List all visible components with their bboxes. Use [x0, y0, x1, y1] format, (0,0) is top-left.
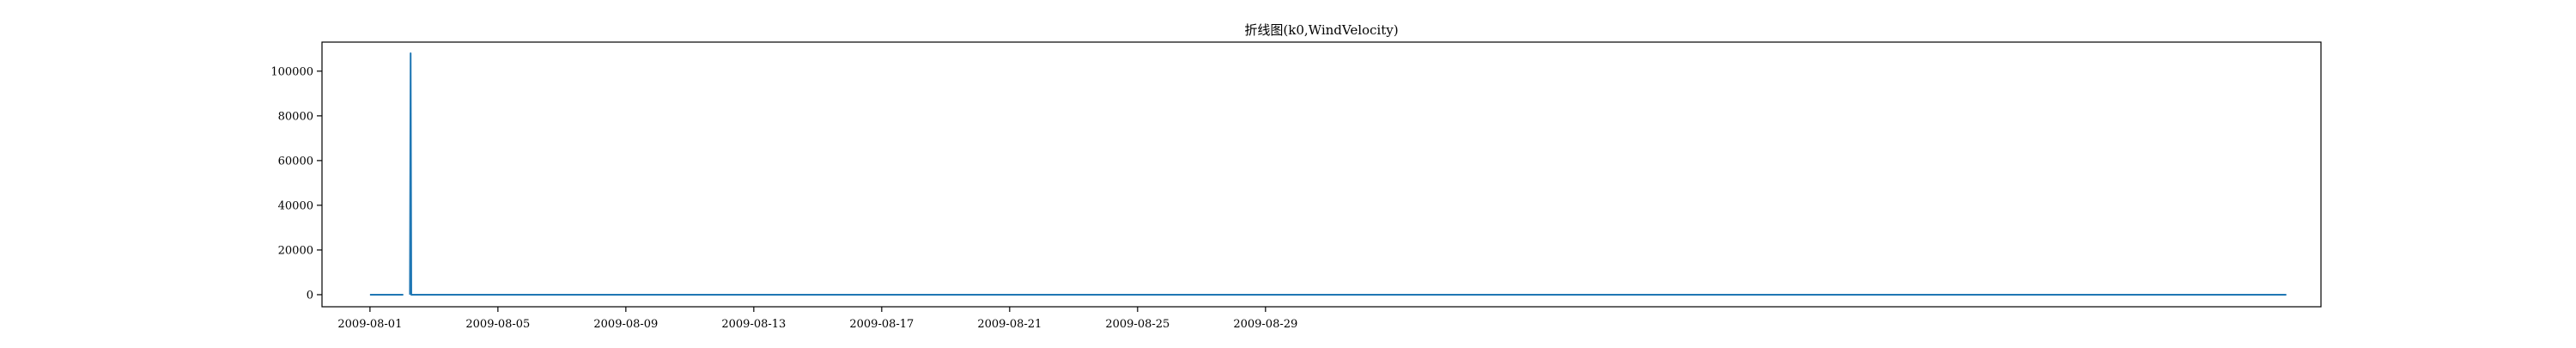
series-layer	[369, 52, 2287, 296]
x-tick-label: 2009-08-25	[1105, 318, 1170, 331]
chart-title: 折线图(k0,WindVelocity)	[1244, 22, 1398, 38]
x-tick-label: 2009-08-29	[1233, 318, 1297, 331]
y-tick-label: 40000	[278, 199, 313, 212]
series-line-0	[369, 52, 2287, 296]
x-tick-label: 2009-08-05	[465, 318, 530, 331]
x-tick-label: 2009-08-17	[849, 318, 914, 331]
plot-frame	[321, 41, 2322, 308]
y-tick-label: 0	[307, 289, 313, 302]
y-tick-label: 80000	[278, 110, 313, 123]
y-tick-label: 100000	[270, 65, 313, 78]
y-tick-label: 60000	[278, 155, 313, 168]
x-axis: 2009-08-01 2009-08-05 2009-08-09 2009-08-13…	[337, 307, 1297, 331]
x-tick-label: 2009-08-21	[977, 318, 1042, 331]
y-tick-label: 20000	[278, 244, 313, 257]
x-tick-label: 2009-08-01	[337, 318, 402, 331]
x-tick-label: 2009-08-09	[593, 318, 658, 331]
x-tick-label: 2009-08-13	[721, 318, 786, 331]
y-axis: 0 20000 40000 60000 80000 100000	[270, 65, 322, 302]
